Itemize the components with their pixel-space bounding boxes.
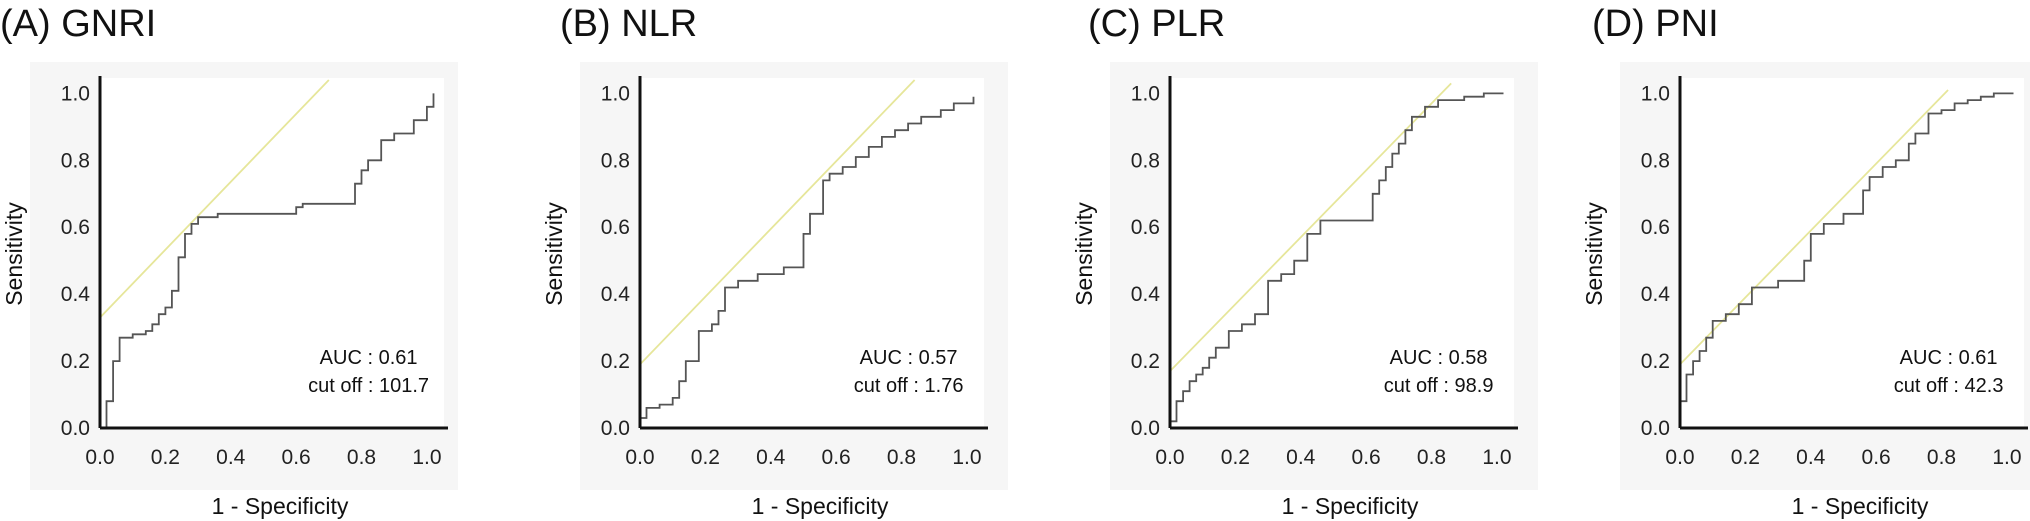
y-axis-label: Sensitivity — [1, 202, 27, 306]
y-tick-label: 0.0 — [61, 417, 90, 440]
y-tick-label: 0.4 — [1131, 283, 1161, 306]
y-tick-label: 0.6 — [601, 216, 630, 239]
x-tick-label: 0.8 — [347, 446, 376, 469]
y-tick-label: 0.0 — [1131, 417, 1160, 440]
x-tick-label: 0.4 — [1796, 446, 1826, 469]
panel-title: (A) GNRI — [0, 3, 156, 45]
cutoff-annotation: cut off : 98.9 — [1384, 375, 1494, 397]
roc-curve — [640, 96, 975, 419]
y-tick-label: 0.6 — [1641, 216, 1670, 239]
x-tick-label: 0.0 — [625, 446, 654, 469]
y-tick-label: 0.4 — [61, 283, 91, 306]
y-tick-label: 0.2 — [61, 350, 90, 373]
roc-panel-3: 0.0 0.2 0.4 0.6 0.8 1.0 0.0 0.2 0.4 0.6 0.8 1.0 1 - … — [1071, 3, 1538, 519]
y-tick-label: 0.8 — [601, 149, 630, 172]
roc-curve — [1680, 92, 2014, 403]
roc-curve — [1170, 92, 1504, 423]
roc-panel-2: 0.0 0.2 0.4 0.6 0.8 1.0 0.0 0.2 0.4 0.6 0.8 1.0 1 - … — [541, 3, 1008, 519]
y-tick-label: 0.8 — [1641, 149, 1670, 172]
cutoff-annotation: cut off : 101.7 — [308, 375, 429, 397]
auc-annotation: AUC : 0.57 — [860, 347, 958, 369]
cutoff-annotation: cut off : 42.3 — [1894, 375, 2004, 397]
panel-title: (D) PNI — [1592, 3, 1719, 45]
y-tick-label: 0.2 — [1641, 350, 1670, 373]
auc-annotation: AUC : 0.58 — [1390, 347, 1488, 369]
reference-line — [1170, 82, 1452, 372]
reference-line — [1680, 89, 1949, 366]
y-tick-label: 1.0 — [1131, 82, 1160, 105]
x-axis-label: 1 - Specificity — [212, 493, 349, 519]
y-axis-label: Sensitivity — [1071, 202, 1097, 306]
x-tick-label: 0.8 — [1927, 446, 1956, 469]
x-tick-label: 1.0 — [952, 446, 981, 469]
x-tick-label: 1.0 — [1992, 446, 2021, 469]
x-tick-label: 0.6 — [1862, 446, 1891, 469]
y-tick-label: 0.0 — [601, 417, 630, 440]
auc-annotation: AUC : 0.61 — [1900, 347, 1998, 369]
panel-title: (C) PLR — [1088, 3, 1225, 45]
x-tick-label: 0.2 — [151, 446, 180, 469]
y-tick-label: 1.0 — [1641, 82, 1670, 105]
y-tick-label: 0.8 — [1131, 149, 1160, 172]
x-tick-label: 0.6 — [822, 446, 851, 469]
reference-line — [640, 79, 916, 366]
x-tick-label: 0.2 — [1731, 446, 1760, 469]
auc-annotation: AUC : 0.61 — [320, 347, 418, 369]
x-tick-label: 0.4 — [216, 446, 246, 469]
x-tick-label: 0.0 — [1665, 446, 1694, 469]
y-tick-label: 0.4 — [601, 283, 631, 306]
x-tick-label: 0.8 — [887, 446, 916, 469]
x-axis-label: 1 - Specificity — [1282, 493, 1419, 519]
y-tick-label: 0.6 — [1131, 216, 1160, 239]
plot-area — [100, 78, 444, 428]
plot-area — [1170, 78, 1514, 428]
x-axis-label: 1 - Specificity — [752, 493, 889, 519]
roc-panel-4: 0.0 0.2 0.4 0.6 0.8 1.0 0.0 0.2 0.4 0.6 0.8 1.0 1 - … — [1581, 3, 2030, 519]
panel-title: (B) NLR — [560, 3, 697, 45]
cutoff-annotation: cut off : 1.76 — [854, 375, 964, 397]
x-tick-label: 0.2 — [691, 446, 720, 469]
x-tick-label: 1.0 — [412, 446, 441, 469]
y-tick-label: 0.6 — [61, 216, 90, 239]
roc-curve — [100, 93, 435, 428]
reference-line — [100, 79, 330, 319]
x-tick-label: 0.0 — [1155, 446, 1184, 469]
roc-panel-1: 0.0 0.2 0.4 0.6 0.8 1.0 0.0 0.2 0.4 0.6 0.8 1.0 1 - … — [0, 3, 458, 519]
y-tick-label: 0.0 — [1641, 417, 1670, 440]
x-axis-label: 1 - Specificity — [1792, 493, 1929, 519]
y-tick-label: 0.8 — [61, 149, 90, 172]
x-tick-label: 0.4 — [1286, 446, 1316, 469]
y-tick-label: 0.2 — [1131, 350, 1160, 373]
x-tick-label: 0.0 — [85, 446, 114, 469]
x-tick-label: 0.8 — [1417, 446, 1446, 469]
x-tick-label: 0.4 — [756, 446, 786, 469]
x-tick-label: 0.2 — [1221, 446, 1250, 469]
y-axis-label: Sensitivity — [541, 202, 567, 306]
plot-area — [1680, 78, 2024, 428]
y-tick-label: 1.0 — [601, 82, 630, 105]
x-tick-label: 1.0 — [1482, 446, 1511, 469]
y-axis-label: Sensitivity — [1581, 202, 1607, 306]
y-tick-label: 1.0 — [61, 82, 90, 105]
x-tick-label: 0.6 — [1352, 446, 1381, 469]
x-tick-label: 0.6 — [282, 446, 311, 469]
plot-area — [640, 78, 984, 428]
y-tick-label: 0.2 — [601, 350, 630, 373]
y-tick-label: 0.4 — [1641, 283, 1671, 306]
